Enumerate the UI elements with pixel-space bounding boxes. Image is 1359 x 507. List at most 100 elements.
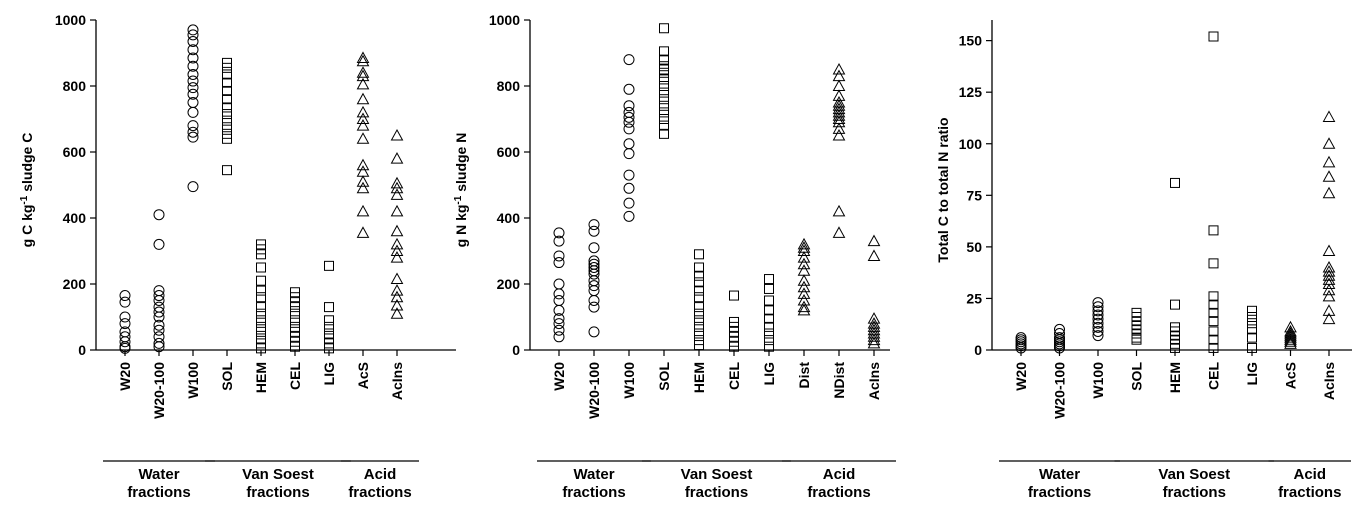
y-tick-label: 0 [512, 342, 520, 358]
data-point-circle [588, 326, 600, 338]
data-point-triangle [356, 204, 370, 217]
category-label: Dist [796, 362, 812, 389]
data-point-circle [153, 238, 165, 250]
data-point-circle [553, 318, 565, 330]
data-point-square [694, 302, 704, 313]
data-point-circle [623, 169, 635, 181]
data-point-circle [153, 295, 165, 306]
data-point-circle [623, 111, 635, 123]
data-point-triangle [390, 298, 404, 311]
data-point-triangle [390, 176, 404, 189]
data-point-square [256, 275, 266, 286]
data-point-square [659, 46, 669, 57]
data-point-triangle [390, 244, 404, 256]
data-point-triangle [390, 204, 404, 217]
category-label: AcIns [866, 362, 882, 400]
data-point-triangle [832, 122, 846, 134]
data-point-triangle [1322, 304, 1336, 316]
data-point-circle [119, 311, 131, 323]
data-point-circle [1092, 325, 1104, 337]
data-point-triangle [356, 51, 370, 63]
data-point-circle [553, 250, 565, 262]
category-label: NDist [831, 362, 847, 399]
data-point-circle [553, 227, 565, 239]
y-tick-label: 50 [966, 239, 982, 255]
data-point-square [324, 343, 334, 354]
data-point-circle [1092, 309, 1104, 321]
category-label: LIG [761, 362, 777, 385]
data-point-triangle [832, 99, 846, 111]
data-point-triangle [390, 307, 404, 319]
data-point-square [1247, 312, 1257, 322]
data-point-circle [588, 301, 600, 313]
data-point-square [1208, 334, 1219, 345]
data-point-square [1170, 299, 1180, 310]
y-axis-label: g N kg-1 sludge N [453, 133, 470, 248]
data-point-circle [623, 123, 635, 135]
data-point-circle [588, 268, 600, 280]
data-point-triangle [797, 251, 811, 263]
data-point-circle [623, 54, 635, 66]
chart-panel-nitrogen: 0 200 400 600 800 1000 g N kg-1 sludge N W20 W20… [453, 12, 896, 501]
category-label: W100 [621, 362, 637, 399]
data-point-square [659, 64, 669, 75]
data-point-circle [553, 295, 565, 306]
data-point-square [764, 341, 774, 352]
data-point-square [694, 270, 704, 281]
data-point-triangle [356, 112, 370, 124]
data-point-circle [1054, 342, 1065, 354]
group-label: fractions [807, 484, 870, 501]
data-point-triangle [832, 62, 846, 75]
data-point-triangle [1322, 170, 1336, 182]
data-point-circle [187, 82, 199, 94]
data-point-circle [553, 235, 565, 247]
category-label: HEM [691, 362, 707, 393]
data-point-circle [187, 35, 199, 47]
data-point-circle [119, 336, 131, 348]
data-point-circle [588, 242, 600, 254]
data-point-circle [623, 138, 635, 150]
data-point-square [1208, 291, 1219, 302]
category-label: AcS [355, 362, 371, 389]
data-point-circle [187, 68, 199, 80]
data-point-square [1247, 305, 1257, 316]
data-point-triangle [356, 165, 370, 177]
data-point-triangle [1284, 335, 1297, 347]
group-label: Water [1039, 466, 1080, 483]
data-point-square [764, 328, 774, 339]
data-point-triangle [1322, 265, 1336, 277]
data-point-circle [623, 197, 635, 209]
data-point-circle [588, 225, 600, 237]
data-point-square [1208, 316, 1219, 327]
group-label: fractions [685, 484, 748, 501]
data-point-circle [119, 318, 131, 330]
data-point-square [1208, 225, 1219, 236]
y-axis-label-part: g C kg [19, 205, 35, 248]
data-point-square [1247, 318, 1257, 329]
data-point-triangle [867, 333, 881, 346]
data-point-square [764, 335, 774, 346]
data-point-triangle [390, 251, 404, 263]
data-point-square [222, 165, 232, 176]
group-label: fractions [1163, 484, 1226, 501]
data-point-triangle [356, 175, 370, 187]
data-point-square [659, 128, 669, 139]
data-point-circle [187, 75, 199, 87]
data-point-square [222, 69, 232, 80]
data-point-triangle [797, 244, 811, 256]
data-point-circle [187, 106, 199, 118]
y-tick-label: 200 [497, 276, 521, 292]
data-point-triangle [1322, 289, 1336, 302]
data-point-square [324, 302, 334, 313]
data-point-triangle [1322, 269, 1336, 281]
chart-panel-cn-ratio: 0 25 50 75 100 125 150 Total C to total N ratio… [935, 20, 1352, 501]
y-tick-label: 800 [497, 78, 521, 94]
chart-panel-carbon: 0 200 400 600 800 1000 g C kg-1 sludge C W20 W20… [19, 12, 456, 501]
category-label: W20 [117, 362, 133, 391]
data-point-square [1208, 326, 1219, 337]
category-label: SOL [656, 362, 672, 391]
y-axis-label-part: sludge C [19, 133, 35, 196]
data-point-square [694, 340, 704, 351]
group-label: Van Soest [681, 466, 753, 483]
data-point-circle [153, 337, 165, 349]
